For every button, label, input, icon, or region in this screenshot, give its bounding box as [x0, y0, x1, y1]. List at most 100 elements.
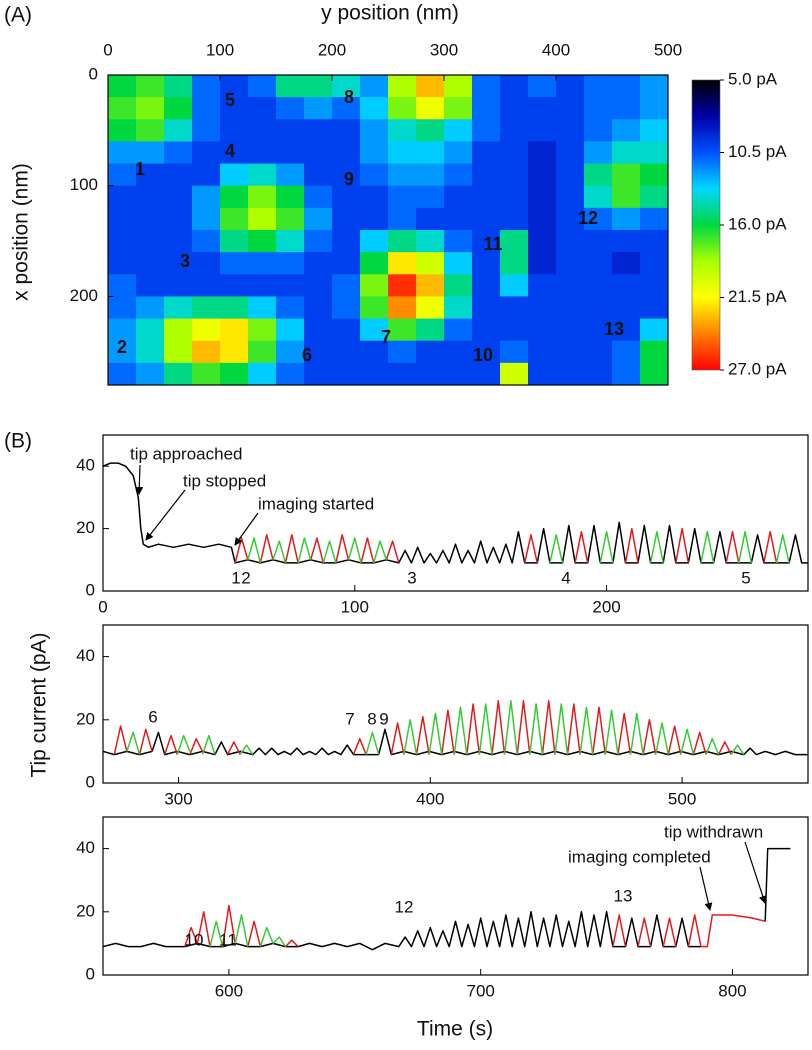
x-tick-label: 100 [341, 597, 369, 616]
heatmap-cell [416, 230, 445, 253]
heatmap-cell [472, 207, 501, 231]
series-line [103, 728, 808, 756]
heatmap-cell [584, 340, 613, 364]
heatmap-cell [192, 75, 221, 98]
heatmap-cell [220, 163, 249, 187]
heatmap-cell [136, 340, 165, 364]
heatmap-cell [416, 207, 445, 231]
heatmap-cell [360, 141, 389, 164]
heatmap-cell [136, 97, 165, 120]
heatmap-cell [388, 362, 417, 386]
heatmap-cell [360, 318, 389, 342]
heatmap-cell [276, 340, 305, 364]
heatmap-cell [164, 318, 193, 342]
annotation: 7 [345, 709, 354, 728]
heatmap-cell [276, 141, 305, 164]
heatmap-cell [304, 340, 333, 364]
heatmap-cell [136, 207, 165, 231]
heatmap-cell [192, 185, 221, 209]
plot-frame [107, 74, 669, 386]
heatmap-cell [584, 97, 613, 120]
heatmap-cell [640, 185, 669, 209]
heatmap-cell [388, 252, 417, 275]
heatmap-cell [416, 119, 445, 142]
heatmap-cell [164, 340, 193, 364]
heatmap-cell [332, 97, 361, 120]
heatmap-cell [220, 185, 249, 209]
y-tick-label: 20 [76, 901, 95, 920]
heatmap-cell [248, 362, 277, 386]
heatmap-cell [108, 318, 137, 342]
y-tick-label: 0 [86, 772, 95, 791]
heatmap-cell [612, 207, 641, 231]
x-tick-label: 300 [164, 789, 192, 808]
heatmap-cell [444, 141, 473, 164]
heatmap-cell [220, 274, 249, 297]
heatmap-cell [584, 163, 613, 187]
heatmap-cell [528, 318, 557, 342]
heatmap-cell [500, 274, 529, 297]
heatmap-cell [528, 185, 557, 209]
heatmap-cell [416, 296, 445, 319]
heatmap-cell [108, 207, 137, 231]
x-tick-label: 500 [654, 40, 682, 59]
heatmap-cell [444, 185, 473, 209]
panel-label: (A) [4, 4, 32, 27]
heatmap-cell [472, 274, 501, 297]
heatmap-cell [332, 274, 361, 297]
heatmap-cell [416, 97, 445, 120]
annotation: 11 [219, 930, 237, 949]
heatmap-cell [500, 296, 529, 319]
heatmap-cell [388, 141, 417, 164]
annotation: tip withdrawn [664, 822, 763, 841]
heatmap-cell [444, 163, 473, 187]
heatmap-cell [304, 274, 333, 297]
heatmap-cell [276, 318, 305, 342]
annotation: 2 [241, 568, 250, 587]
heatmap-cell [276, 185, 305, 209]
heatmap-cell [640, 163, 669, 187]
x-tick-label: 400 [416, 789, 444, 808]
heatmap-cell [612, 119, 641, 142]
heatmap-cell [612, 362, 641, 386]
heatmap-cell [556, 318, 585, 342]
heatmap-cell [612, 97, 641, 120]
annotation-arrow [744, 841, 767, 904]
heatmap-cell [472, 185, 501, 209]
heatmap-cell [500, 163, 529, 187]
heatmap-cell [556, 362, 585, 386]
heatmap-cell [192, 274, 221, 297]
heatmap-cell [332, 362, 361, 386]
heatmap-cell [556, 274, 585, 297]
heatmap-cell [556, 75, 585, 98]
heatmap-cell [584, 75, 613, 98]
heatmap-cell [528, 141, 557, 164]
heatmap-cell [276, 296, 305, 319]
heatmap-cell [192, 119, 221, 142]
heatmap-cell [388, 163, 417, 187]
panel-label: (B) [4, 430, 32, 453]
heatmap-cell [360, 119, 389, 142]
annotation: tip stopped [183, 471, 266, 490]
heatmap-cell [108, 340, 137, 364]
heatmap-cell [444, 207, 473, 231]
heatmap-cell [220, 362, 249, 386]
heatmap-cell [136, 119, 165, 142]
heatmap-cell [164, 362, 193, 386]
heatmap-cell [332, 340, 361, 364]
heatmap-cell [136, 163, 165, 187]
x-tick-label: 200 [592, 597, 620, 616]
heatmap-cell [584, 119, 613, 142]
colorbar-tick-label: 27.0 pA [728, 359, 787, 378]
heatmap-cell [388, 119, 417, 142]
heatmap-cell [192, 296, 221, 319]
annotation: 10 [473, 345, 493, 365]
colorbar-tick-label: 10.5 pA [728, 142, 787, 161]
heatmap-cell [528, 207, 557, 231]
heatmap-cell [584, 230, 613, 253]
heatmap-cell [472, 340, 501, 364]
annotation: 8 [344, 87, 354, 107]
heatmap-cell [136, 362, 165, 386]
heatmap-cell [220, 141, 249, 164]
heatmap-cell [612, 185, 641, 209]
